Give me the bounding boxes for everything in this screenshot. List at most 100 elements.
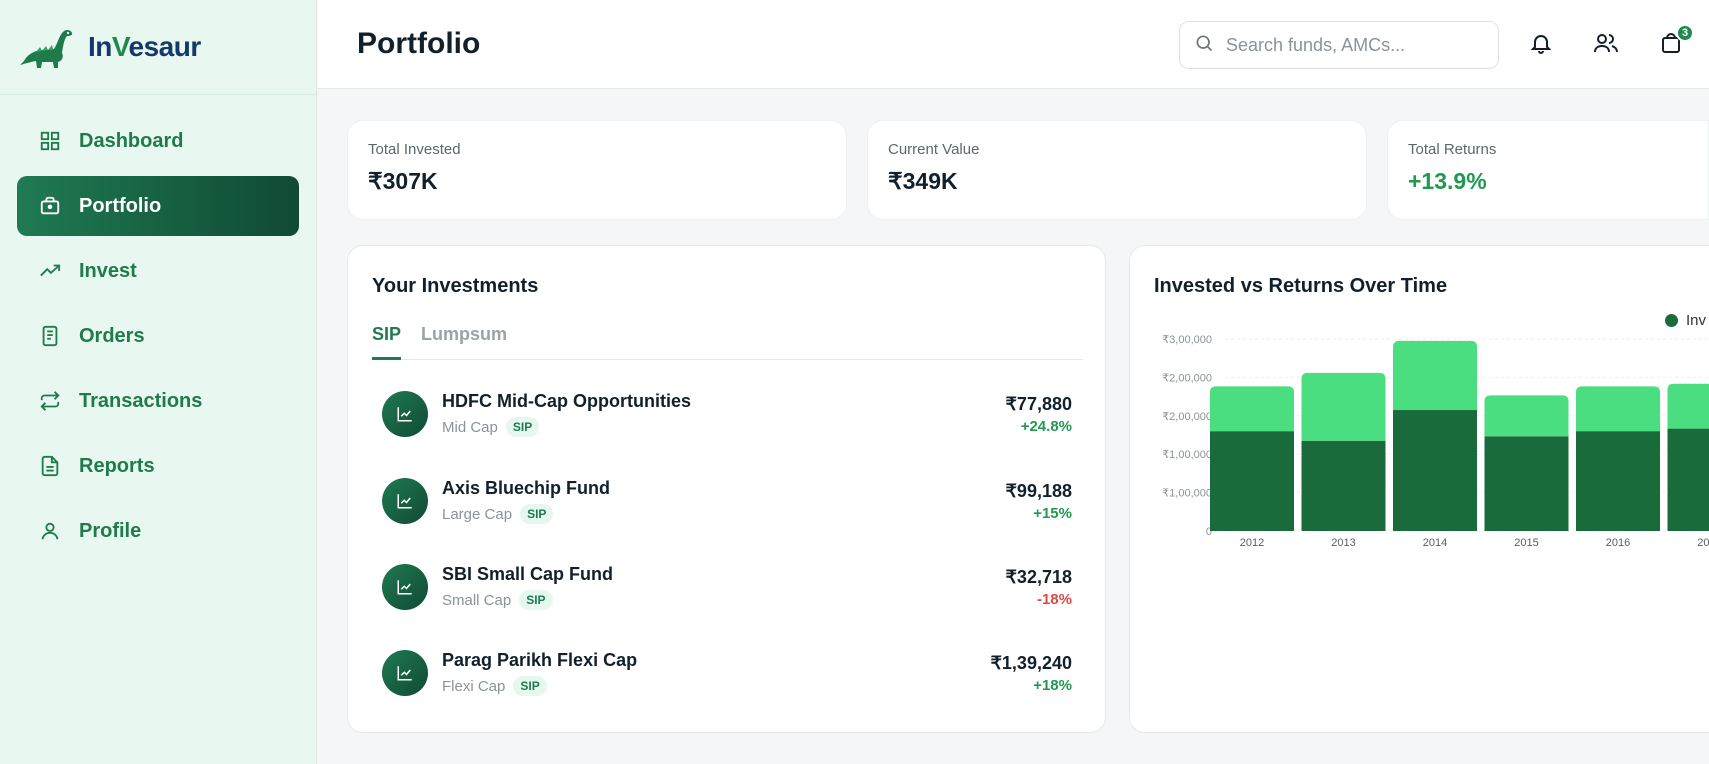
- sidebar-item-label: Profile: [79, 519, 142, 542]
- fund-name: Axis Bluechip Fund: [442, 478, 611, 498]
- fund-name: SBI Small Cap Fund: [442, 564, 614, 584]
- line-chart-icon: [382, 478, 428, 524]
- trending-up-icon: [37, 258, 63, 284]
- stat-value: +13.9%: [1408, 168, 1487, 194]
- sidebar-item-portfolio[interactable]: Portfolio: [17, 176, 299, 236]
- cart-count-badge: 3: [1676, 24, 1694, 42]
- fund-row[interactable]: Parag Parikh Flexi Cap Flexi Cap SIP ₹1,…: [382, 643, 1072, 703]
- bar-segment: [1576, 431, 1660, 531]
- sidebar-item-profile[interactable]: Profile: [17, 501, 299, 561]
- chart-legend[interactable]: Inv: [1665, 312, 1706, 329]
- briefcase-icon: [37, 193, 63, 219]
- fund-name: Parag Parikh Flexi Cap: [442, 650, 638, 670]
- sidebar-item-reports[interactable]: Reports: [17, 436, 299, 496]
- line-chart-icon: [382, 650, 428, 696]
- brand-name: InVesaur: [88, 31, 201, 62]
- bar-segment: [1301, 440, 1386, 531]
- stat-card-current-value: Current Value ₹349K: [867, 120, 1367, 220]
- legend-dot: [1665, 314, 1678, 327]
- fund-row[interactable]: HDFC Mid-Cap Opportunities Mid Cap SIP ₹…: [382, 384, 1072, 444]
- investments-title: Your Investments: [372, 275, 539, 297]
- investments-card: Your Investments SIP Lumpsum HDFC Mid-Ca…: [347, 245, 1106, 733]
- bar-segment: [1484, 395, 1569, 437]
- stat-label: Total Invested: [368, 141, 461, 158]
- x-tick-label: 2014: [1423, 537, 1447, 549]
- y-tick-label: ₹3,00,000: [1162, 334, 1212, 346]
- search-box[interactable]: [1179, 21, 1499, 69]
- x-tick-label: 2017: [1697, 537, 1709, 549]
- sidebar-item-label: Dashboard: [79, 129, 184, 152]
- bar-segment: [1576, 386, 1660, 432]
- fund-type-badge: SIP: [513, 676, 547, 696]
- user-icon: [37, 518, 63, 544]
- bar-segment: [1393, 340, 1477, 411]
- fund-return: +15%: [1033, 504, 1072, 522]
- fund-type-badge: SIP: [520, 504, 554, 524]
- stat-label: Current Value: [888, 141, 980, 158]
- x-tick-label: 2013: [1331, 537, 1355, 549]
- tab-sip[interactable]: SIP: [372, 324, 402, 360]
- y-tick-label: ₹1,00,000: [1162, 488, 1212, 500]
- sidebar: InVesaur Dashboard Portfolio Invest Orde…: [0, 0, 317, 764]
- sidebar-item-transactions[interactable]: Transactions: [17, 371, 299, 431]
- search-input[interactable]: [1226, 34, 1486, 56]
- brand-logo[interactable]: InVesaur: [0, 0, 316, 95]
- bar-segment: [1210, 386, 1294, 432]
- fund-type-badge: SIP: [519, 590, 553, 610]
- fund-type-badge: SIP: [505, 417, 540, 437]
- x-tick-label: 2015: [1514, 537, 1538, 549]
- stat-label: Total Returns: [1408, 141, 1497, 158]
- fund-name: HDFC Mid-Cap Opportunities: [442, 391, 691, 411]
- fund-category: Large Cap: [442, 505, 513, 523]
- page-title: Portfolio: [357, 27, 481, 60]
- sidebar-item-label: Transactions: [79, 389, 203, 412]
- sidebar-item-label: Invest: [79, 259, 137, 282]
- stat-card-total-invested: Total Invested ₹307K: [347, 120, 847, 220]
- fund-amount: ₹77,880: [1005, 393, 1072, 414]
- bar-segment: [1484, 436, 1569, 531]
- legend-label: Inv: [1686, 312, 1707, 329]
- users-icon[interactable]: [1591, 28, 1621, 58]
- fund-row[interactable]: Axis Bluechip Fund Large Cap SIP ₹99,188…: [382, 471, 1072, 531]
- x-tick-label: 2016: [1606, 537, 1630, 549]
- fund-category: Mid Cap: [442, 418, 498, 436]
- bar-segment: [1393, 410, 1477, 531]
- bar-segment: [1667, 428, 1709, 531]
- stat-value: ₹349K: [888, 168, 958, 194]
- tab-lumpsum[interactable]: Lumpsum: [421, 324, 508, 344]
- file-text-icon: [37, 453, 63, 479]
- investment-tabs: SIP Lumpsum: [372, 324, 1083, 360]
- y-tick-label: ₹1,00,000: [1162, 449, 1212, 461]
- sidebar-item-label: Orders: [79, 324, 145, 347]
- sidebar-item-orders[interactable]: Orders: [17, 306, 299, 366]
- chart-card: Invested vs Returns Over Time Inv 0 ₹1,00…: [1129, 245, 1709, 733]
- dinosaur-logo-icon: [20, 29, 73, 69]
- line-chart-icon: [382, 391, 428, 437]
- stat-card-total-returns: Total Returns +13.9%: [1387, 120, 1709, 220]
- fund-row[interactable]: SBI Small Cap Fund Small Cap SIP ₹32,718…: [382, 557, 1072, 617]
- shopping-bag-icon[interactable]: 3: [1656, 24, 1694, 58]
- bar-segment: [1301, 372, 1386, 441]
- fund-amount: ₹1,39,240: [990, 652, 1072, 673]
- bar-segment: [1210, 431, 1294, 531]
- line-chart-icon: [382, 564, 428, 610]
- fund-return: -18%: [1036, 590, 1072, 608]
- bar-segment: [1667, 383, 1709, 429]
- y-tick-label: 0: [1206, 526, 1212, 538]
- sidebar-item-invest[interactable]: Invest: [17, 241, 299, 301]
- fund-return: +18%: [1033, 676, 1072, 694]
- chart-title: Invested vs Returns Over Time: [1154, 275, 1448, 297]
- sidebar-item-label: Portfolio: [79, 194, 162, 217]
- fund-amount: ₹99,188: [1005, 480, 1072, 501]
- repeat-icon: [37, 388, 63, 414]
- fund-category: Flexi Cap: [442, 677, 506, 695]
- invested-vs-returns-chart: 0 ₹1,00,000 ₹1,00,000 ₹2,00,000 ₹2,00,000 ₹3,…: [1162, 334, 1709, 549]
- sidebar-item-dashboard[interactable]: Dashboard: [17, 111, 299, 171]
- sidebar-item-label: Reports: [79, 454, 155, 477]
- y-tick-label: ₹2,00,000: [1162, 372, 1212, 384]
- bell-icon[interactable]: [1526, 28, 1556, 58]
- fund-amount: ₹32,718: [1005, 566, 1072, 587]
- sidebar-nav: Dashboard Portfolio Invest Orders Transa…: [0, 95, 316, 561]
- x-tick-label: 2012: [1240, 537, 1264, 549]
- grid-icon: [37, 128, 63, 154]
